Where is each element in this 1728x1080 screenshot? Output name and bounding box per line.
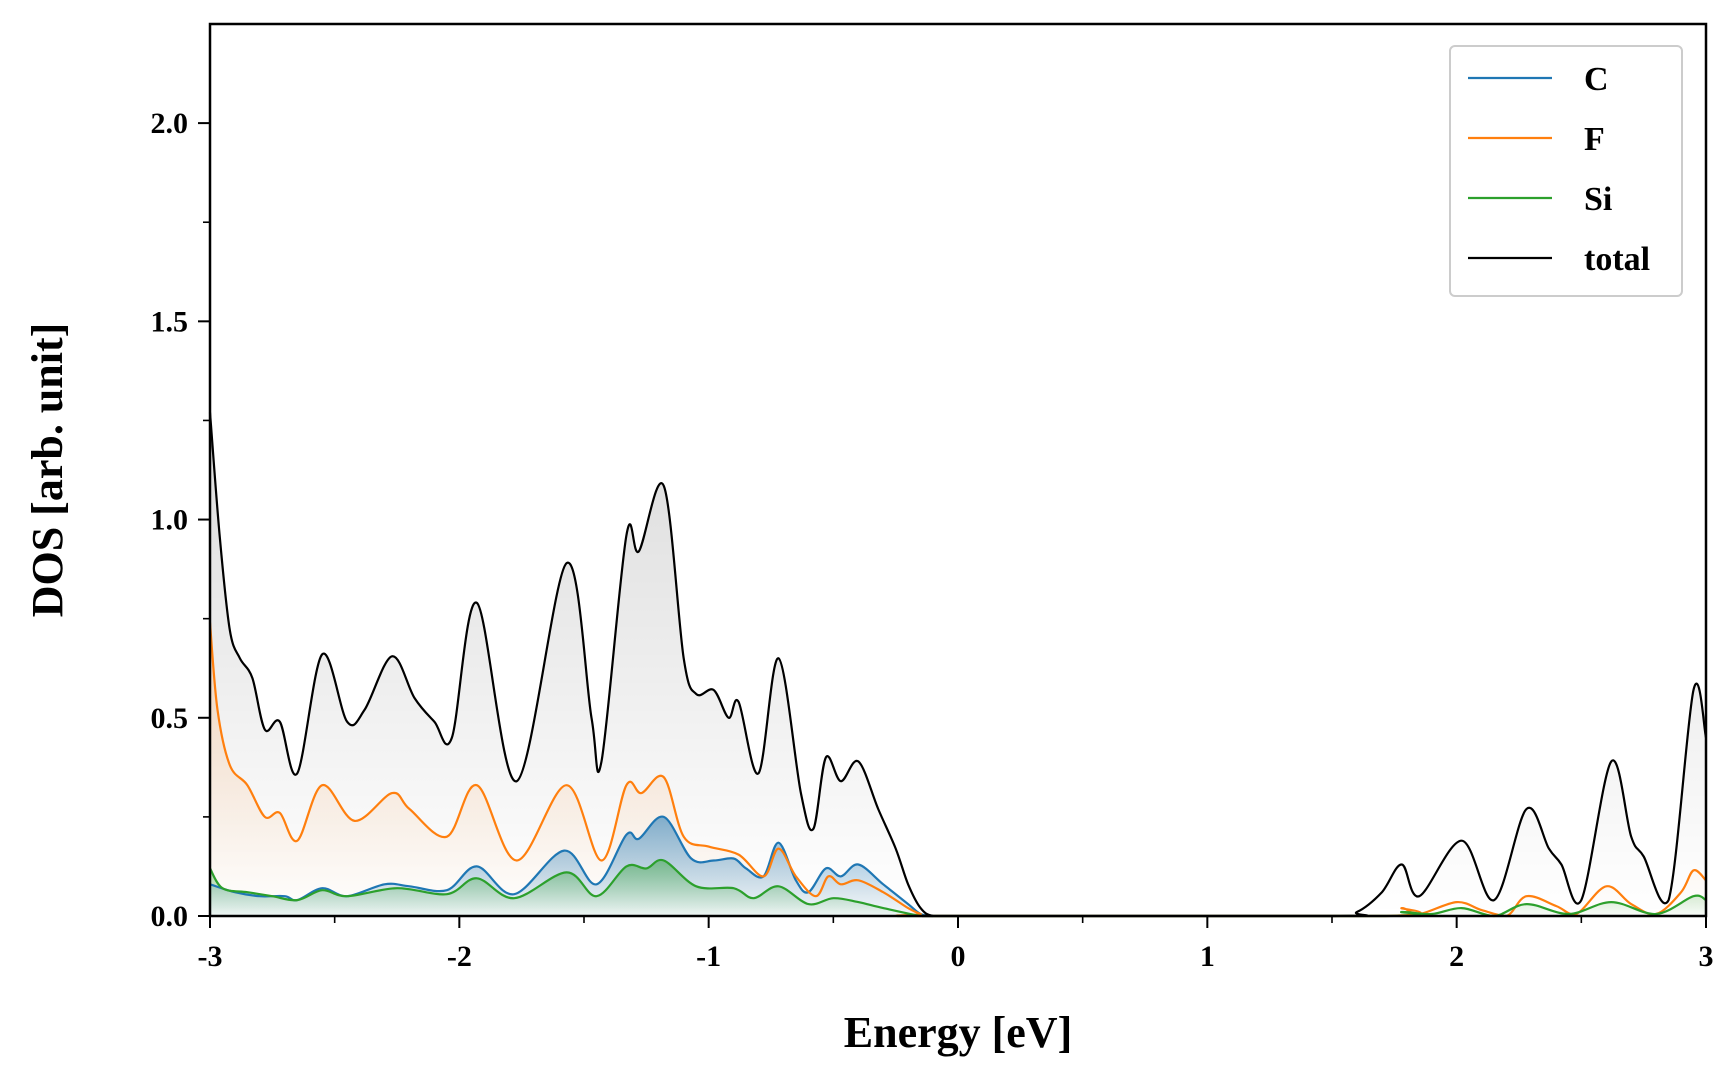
series-fill-si bbox=[210, 859, 1706, 916]
axis-ticks: -3 -2 -1 0 1 2 3 0.0 0.5 1.0 1.5 2.0 bbox=[151, 107, 1714, 973]
series-fill-total bbox=[210, 412, 1706, 916]
x-tick-label: 0 bbox=[951, 940, 966, 973]
series-line-f bbox=[208, 622, 1707, 918]
y-tick-label: 2.0 bbox=[151, 107, 189, 140]
x-tick-label: 2 bbox=[1449, 940, 1464, 973]
legend-label-total: total bbox=[1584, 241, 1650, 278]
legend-label-si: Si bbox=[1584, 181, 1612, 218]
series-fill-f bbox=[210, 622, 1706, 916]
series-line-c bbox=[209, 815, 934, 918]
x-tick-label: -2 bbox=[447, 940, 472, 973]
y-axis-label: DOS [arb. unit] bbox=[23, 323, 72, 618]
y-tick-label: 1.0 bbox=[151, 504, 189, 537]
legend: CF Si total bbox=[1449, 45, 1683, 297]
series-lines bbox=[208, 412, 1708, 918]
x-tick-label: 3 bbox=[1699, 940, 1714, 973]
series-fills bbox=[210, 412, 1706, 916]
y-tick-label: 1.5 bbox=[151, 305, 189, 338]
x-tick-label: -3 bbox=[198, 940, 223, 973]
x-tick-label: 1 bbox=[1200, 940, 1215, 973]
legend-label-f: F bbox=[1584, 121, 1605, 158]
series-line-si bbox=[209, 858, 1707, 918]
x-tick-label: -1 bbox=[696, 940, 721, 973]
y-tick-label: 0.0 bbox=[151, 900, 189, 933]
legend-box bbox=[1449, 45, 1683, 297]
y-tick-label: 0.5 bbox=[151, 702, 189, 735]
x-axis-label: Energy [eV] bbox=[844, 1008, 1073, 1057]
series-line-total bbox=[208, 412, 1708, 918]
legend-label-c: C bbox=[1584, 61, 1609, 98]
